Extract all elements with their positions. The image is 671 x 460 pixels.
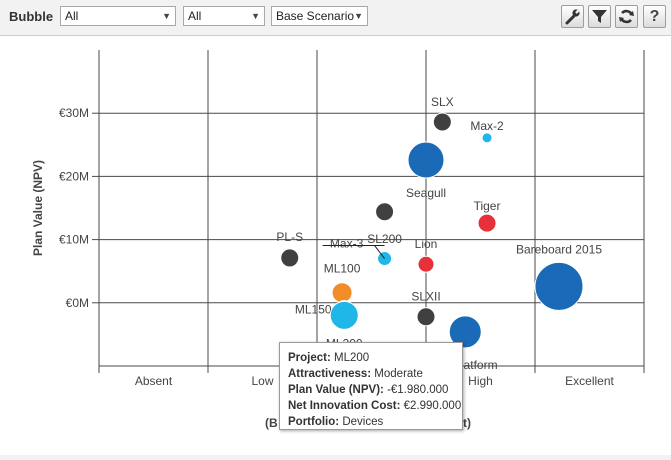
bubble-max-2[interactable] <box>481 132 493 144</box>
x-tick-label: Low <box>251 374 273 388</box>
bubble-bareboard-2015[interactable] <box>534 261 584 311</box>
tooltip-row-project: Project: ML200 <box>288 352 370 364</box>
bubble-slx[interactable] <box>432 112 452 132</box>
tooltip-row-attractiveness: Attractiveness: Moderate <box>288 368 423 380</box>
bubble-slxii[interactable] <box>416 307 436 327</box>
bubble-platform[interactable] <box>448 315 482 349</box>
bubble-pl-s[interactable] <box>280 248 300 268</box>
scenario-select[interactable]: Base Scenario ▼ <box>271 6 368 26</box>
bubble-label: Seagull <box>406 186 446 200</box>
bubble-label: Max-2 <box>470 119 504 133</box>
bubble-seagull[interactable] <box>407 141 445 179</box>
bubble-chart: €30M €20M €10M €0M Absent Low High Excellent Pla… <box>31 50 645 430</box>
help-icon: ? <box>649 8 660 25</box>
chevron-down-icon: ▼ <box>354 11 363 21</box>
refresh-icon <box>619 9 634 24</box>
help-button[interactable]: ? <box>643 5 666 28</box>
bubble-label: Lion <box>415 237 438 251</box>
bubble-label: Tiger <box>474 199 501 213</box>
filter-select-2-value: All <box>188 9 202 23</box>
tooltip-row-portfolio: Portfolio: Devices <box>288 416 384 428</box>
bubble-label: ML150 <box>295 302 332 316</box>
bubble-ml200[interactable] <box>329 300 359 330</box>
filter-icon <box>592 10 607 23</box>
bubble-tiger[interactable] <box>477 213 497 233</box>
y-tick-label: €10M <box>59 233 89 247</box>
bubble-label: PL-S <box>276 230 303 244</box>
scenario-select-value: Base Scenario <box>276 9 355 23</box>
bubble-ml100[interactable] <box>331 282 353 304</box>
bubble-label: ML100 <box>324 262 361 276</box>
x-axis-title-left: (B <box>265 416 278 430</box>
bubble-label: SLX <box>431 95 454 109</box>
refresh-button[interactable] <box>615 5 638 28</box>
tooltip-row-innovation-cost: Net Innovation Cost: €2.990.000 <box>288 400 462 412</box>
callout-line <box>374 245 385 259</box>
tooltip-row-plan-value: Plan Value (NPV): -€1.980.000 <box>288 384 449 396</box>
x-tick-label: Absent <box>135 374 173 388</box>
y-axis-title: Plan Value (NPV) <box>31 160 45 256</box>
chart-type-title: Bubble <box>9 9 54 24</box>
bubble-lion[interactable] <box>417 255 435 273</box>
filter-select-2[interactable]: All ▼ <box>183 6 265 26</box>
bubble-label: SLXII <box>411 290 440 304</box>
chevron-down-icon: ▼ <box>251 11 260 21</box>
bubble-label: Max-3 <box>330 237 364 251</box>
bubble-label: Platform <box>453 358 498 372</box>
chevron-down-icon: ▼ <box>162 11 171 21</box>
bubble-sl200[interactable] <box>375 202 395 222</box>
bubble-tooltip: Project: ML200 Attractiveness: Moderate … <box>279 342 463 430</box>
x-tick-label: High <box>468 374 493 388</box>
bubble-label: SL200 <box>367 232 402 246</box>
settings-button[interactable] <box>561 5 584 28</box>
y-tick-label: €30M <box>59 106 89 120</box>
y-tick-label: €20M <box>59 169 89 183</box>
x-axis-title-right: t) <box>463 416 471 430</box>
wrench-icon <box>565 8 581 25</box>
x-tick-label: Excellent <box>565 374 614 388</box>
toolbar: Bubble All ▼ All ▼ Base Scenario ▼ ? <box>0 0 671 36</box>
filter-button[interactable] <box>588 5 611 28</box>
filter-select-1-value: All <box>65 9 79 23</box>
y-tick-label: €0M <box>66 296 89 310</box>
bubble-label: Bareboard 2015 <box>516 242 602 256</box>
filter-select-1[interactable]: All ▼ <box>60 6 176 26</box>
